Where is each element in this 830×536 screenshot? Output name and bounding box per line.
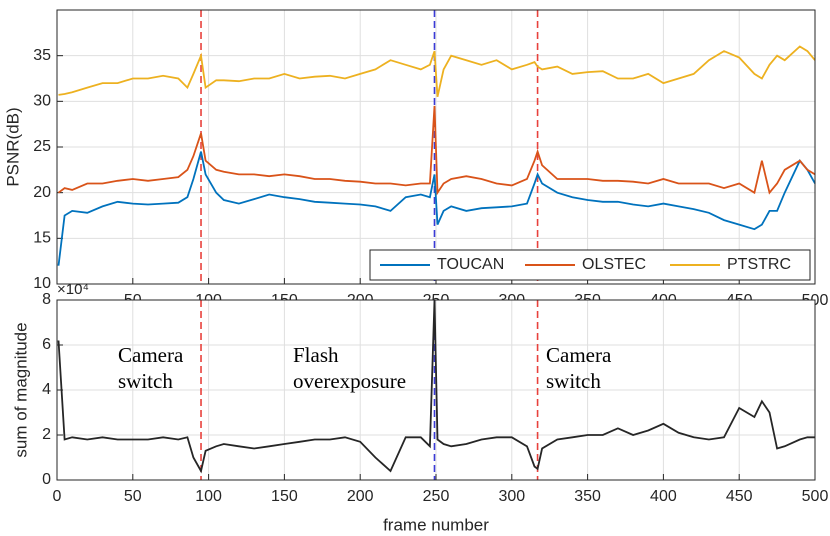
legend-label: OLSTEC xyxy=(582,256,646,273)
annotation: Camera xyxy=(118,343,184,367)
legend: TOUCAN OLSTEC PTSTRC xyxy=(369,249,811,281)
x-tick-label: 250 xyxy=(423,488,450,505)
x-tick-label: 100 xyxy=(195,488,222,505)
series-line xyxy=(57,299,815,474)
y-scale-label: ×10⁴ xyxy=(57,281,89,298)
series-line xyxy=(58,45,816,97)
x-tick-label: 0 xyxy=(53,488,62,505)
y-tick-label: 6 xyxy=(42,336,51,353)
y-axis-label: sum of magnitude xyxy=(11,322,30,457)
y-tick-label: 8 xyxy=(42,291,51,308)
y-tick-label: 10 xyxy=(33,275,51,292)
annotation: switch xyxy=(118,369,173,393)
x-tick-label: 450 xyxy=(726,488,753,505)
legend-label: TOUCAN xyxy=(437,256,504,273)
series-line xyxy=(57,151,816,266)
x-tick-label: 350 xyxy=(574,488,601,505)
legend-label: PTSTRC xyxy=(727,256,791,273)
legend-box xyxy=(369,249,811,281)
y-tick-label: 25 xyxy=(33,138,51,155)
series-line xyxy=(57,105,816,196)
y-tick-label: 35 xyxy=(33,47,51,64)
annotation: Camera xyxy=(546,343,612,367)
y-tick-label: 2 xyxy=(42,426,51,443)
x-tick-label: 400 xyxy=(650,488,677,505)
x-tick-label: 500 xyxy=(802,488,829,505)
x-axis-label: frame number xyxy=(383,515,489,534)
x-tick-label: 200 xyxy=(347,488,374,505)
y-axis-label: PSNR(dB) xyxy=(3,107,22,186)
axes-box xyxy=(56,9,816,285)
annotation: switch xyxy=(546,369,601,393)
y-tick-label: 30 xyxy=(33,93,51,110)
y-tick-label: 15 xyxy=(33,230,51,247)
axes-box xyxy=(56,299,816,481)
y-tick-label: 4 xyxy=(42,381,51,398)
y-tick-label: 0 xyxy=(42,471,51,488)
x-tick-label: 50 xyxy=(124,488,142,505)
x-tick-label: 300 xyxy=(498,488,525,505)
annotation: overexposure xyxy=(293,369,406,393)
y-tick-label: 20 xyxy=(33,184,51,201)
x-tick-label: 150 xyxy=(271,488,298,505)
annotation: Flash xyxy=(293,343,339,367)
